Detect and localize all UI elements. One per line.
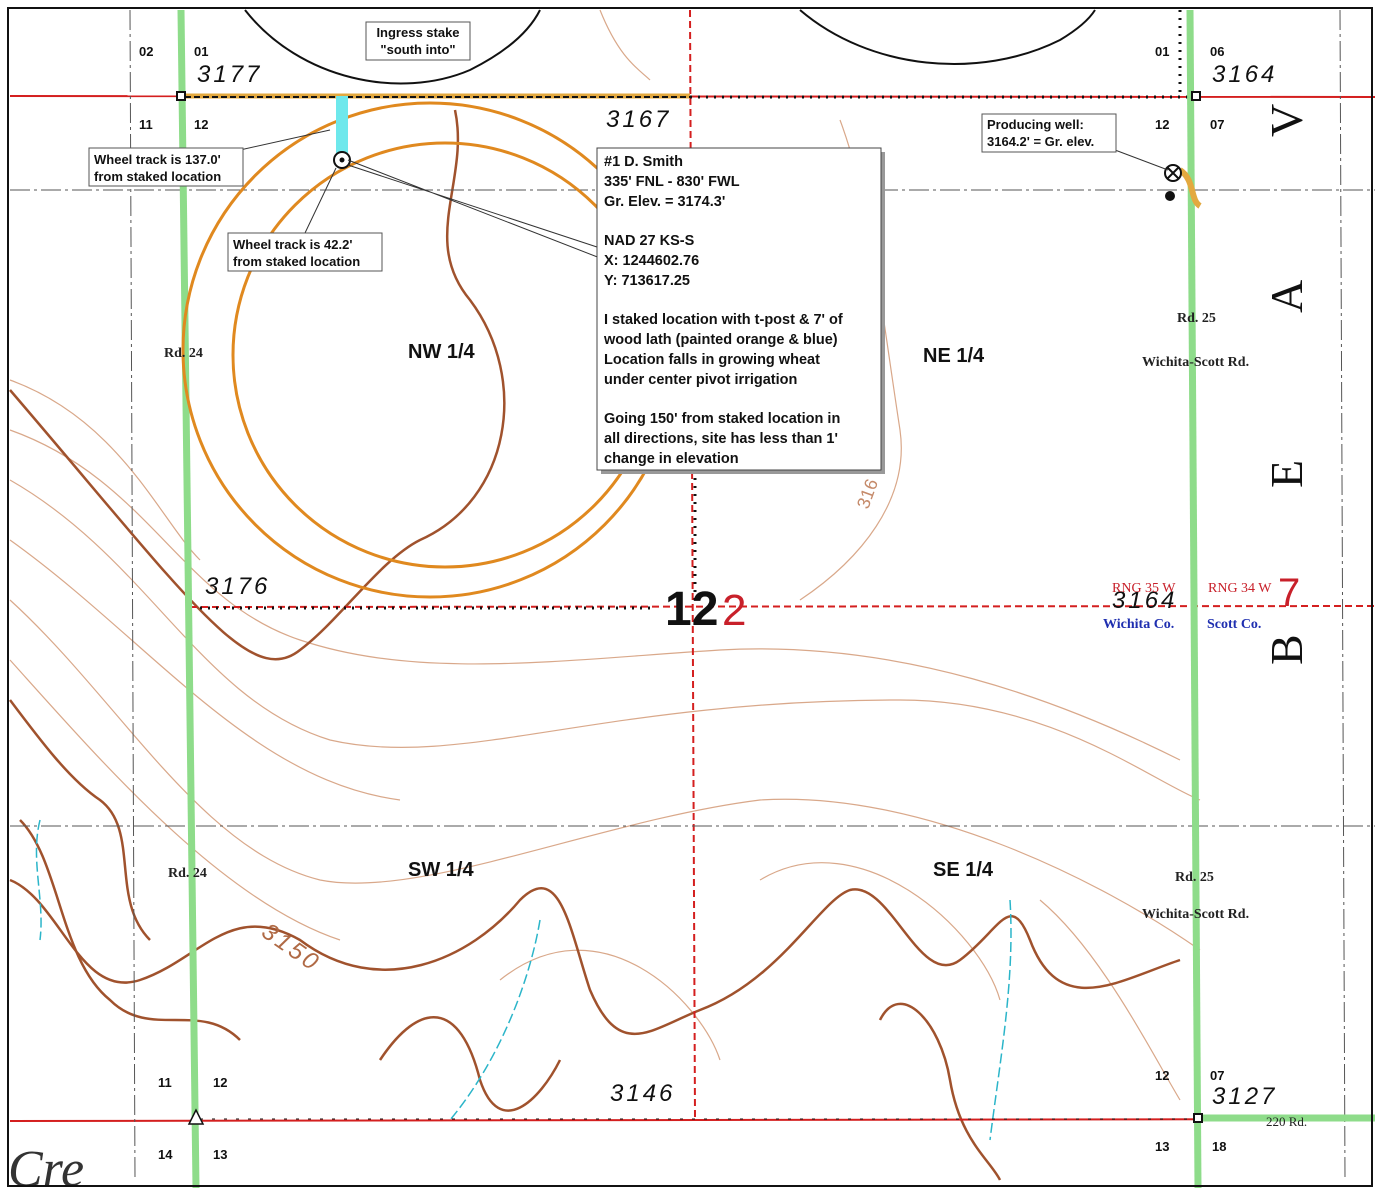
range-label: RNG 34 W: [1208, 581, 1272, 596]
section-east-red: 7: [1278, 571, 1300, 615]
roads: [177, 9, 1375, 1188]
info-line: X: 1244602.76: [604, 253, 699, 269]
section-numbers: 02 01 11 12 01 06 12 07 11 12 14 13 12 0…: [139, 44, 1300, 1162]
frame: [7, 7, 1373, 1187]
quarter-label: SW 1/4: [408, 859, 474, 881]
section-number: 07: [1210, 117, 1224, 132]
elevation: 3164: [1212, 61, 1277, 88]
info-line: Y: 713617.25: [604, 273, 690, 289]
elevation: 3164: [1112, 587, 1177, 614]
elevation: 3177: [197, 61, 262, 88]
pivot-remnants: [244, 9, 1096, 85]
section-number: 12: [213, 1075, 227, 1090]
info-line: NAD 27 KS-S: [604, 233, 695, 249]
section-number: 13: [1155, 1139, 1169, 1154]
info-line: wood lath (painted orange & blue): [603, 332, 838, 348]
leader-lines: [239, 129, 1169, 259]
elevations: 3177 3167 3164 3176 3164 3146 3127 3150 …: [197, 61, 1277, 1110]
creek-label: Cre: [8, 1141, 84, 1188]
callout-text: Wheel track is 42.2': [233, 237, 352, 252]
quarter-label: SE 1/4: [933, 859, 994, 881]
callout-text: 3164.2' = Gr. elev.: [987, 134, 1094, 149]
road-label: Rd. 25: [1177, 311, 1216, 326]
section-number: 01: [194, 44, 208, 59]
elevation: 3167: [606, 106, 671, 133]
section-center: 12: [665, 583, 718, 636]
section-number: 12: [194, 117, 208, 132]
contours: [9, 9, 1201, 1181]
callout-text: from staked location: [94, 169, 221, 184]
callouts: Ingress stake "south into" Wheel track i…: [88, 21, 1117, 272]
section-number: 11: [139, 117, 153, 132]
section-number: 12: [1155, 117, 1169, 132]
road-label: Rd. 24: [164, 346, 203, 361]
road-label: Wichita-Scott Rd.: [1142, 907, 1249, 922]
section-number: 11: [158, 1075, 172, 1090]
info-line: all directions, site has less than 1': [604, 431, 838, 447]
section-number: 18: [1212, 1139, 1226, 1154]
info-box: #1 D. Smith 335' FNL - 830' FWL Gr. Elev…: [596, 147, 885, 474]
section-number: 13: [213, 1147, 227, 1162]
quarter-label: NE 1/4: [923, 345, 985, 367]
road-labels: Rd. 24 Rd. 24 Rd. 25 Wichita-Scott Rd. R…: [164, 311, 1307, 1129]
county-label: Scott Co.: [1207, 617, 1261, 632]
elevation: 3127: [1212, 1083, 1277, 1110]
river-letter: A: [1261, 280, 1312, 313]
boundary-labels: RNG 35 W RNG 34 W Wichita Co. Scott Co.: [1103, 581, 1272, 632]
road-label: 220 Rd.: [1266, 1114, 1307, 1129]
info-line: #1 D. Smith: [604, 154, 683, 170]
section-number: 06: [1210, 44, 1224, 59]
county-label: Wichita Co.: [1103, 617, 1174, 632]
callout-text: Ingress stake: [376, 25, 459, 40]
section-number: 07: [1210, 1068, 1224, 1083]
info-line: under center pivot irrigation: [604, 372, 797, 388]
section-center-red: 2: [722, 586, 746, 635]
info-line: Location falls in growing wheat: [604, 352, 820, 368]
road-label: Rd. 24: [168, 866, 207, 881]
info-line: change in elevation: [604, 451, 739, 467]
markers: [176, 91, 1203, 1125]
river-name: B E A V: [1261, 104, 1312, 665]
river-letter: V: [1261, 104, 1312, 137]
info-line: I staked location with t-post & 7' of: [604, 312, 843, 328]
info-line: Going 150' from staked location in: [604, 411, 840, 427]
section-number: 01: [1155, 44, 1169, 59]
info-line: Gr. Elev. = 3174.3': [604, 194, 725, 210]
river-letter: B: [1261, 634, 1312, 665]
quarter-label: NW 1/4: [408, 341, 476, 363]
section-number: 12: [1155, 1068, 1169, 1083]
range-label: RNG 35 W: [1112, 581, 1176, 596]
callout-text: Producing well:: [987, 117, 1084, 132]
callout-text: "south into": [380, 42, 455, 57]
quarter-labels: NW 1/4 NE 1/4 SW 1/4 SE 1/4: [408, 341, 994, 881]
river-letter: E: [1261, 460, 1312, 488]
callout-text: from staked location: [233, 254, 360, 269]
elevation: 3146: [610, 1080, 675, 1107]
section-number: 02: [139, 44, 153, 59]
road-label: Rd. 25: [1175, 870, 1214, 885]
elevation: 3176: [205, 573, 270, 600]
section-number: 14: [158, 1147, 173, 1162]
info-line: 335' FNL - 830' FWL: [604, 174, 740, 190]
callout-text: Wheel track is 137.0': [94, 152, 221, 167]
road-label: Wichita-Scott Rd.: [1142, 355, 1249, 370]
